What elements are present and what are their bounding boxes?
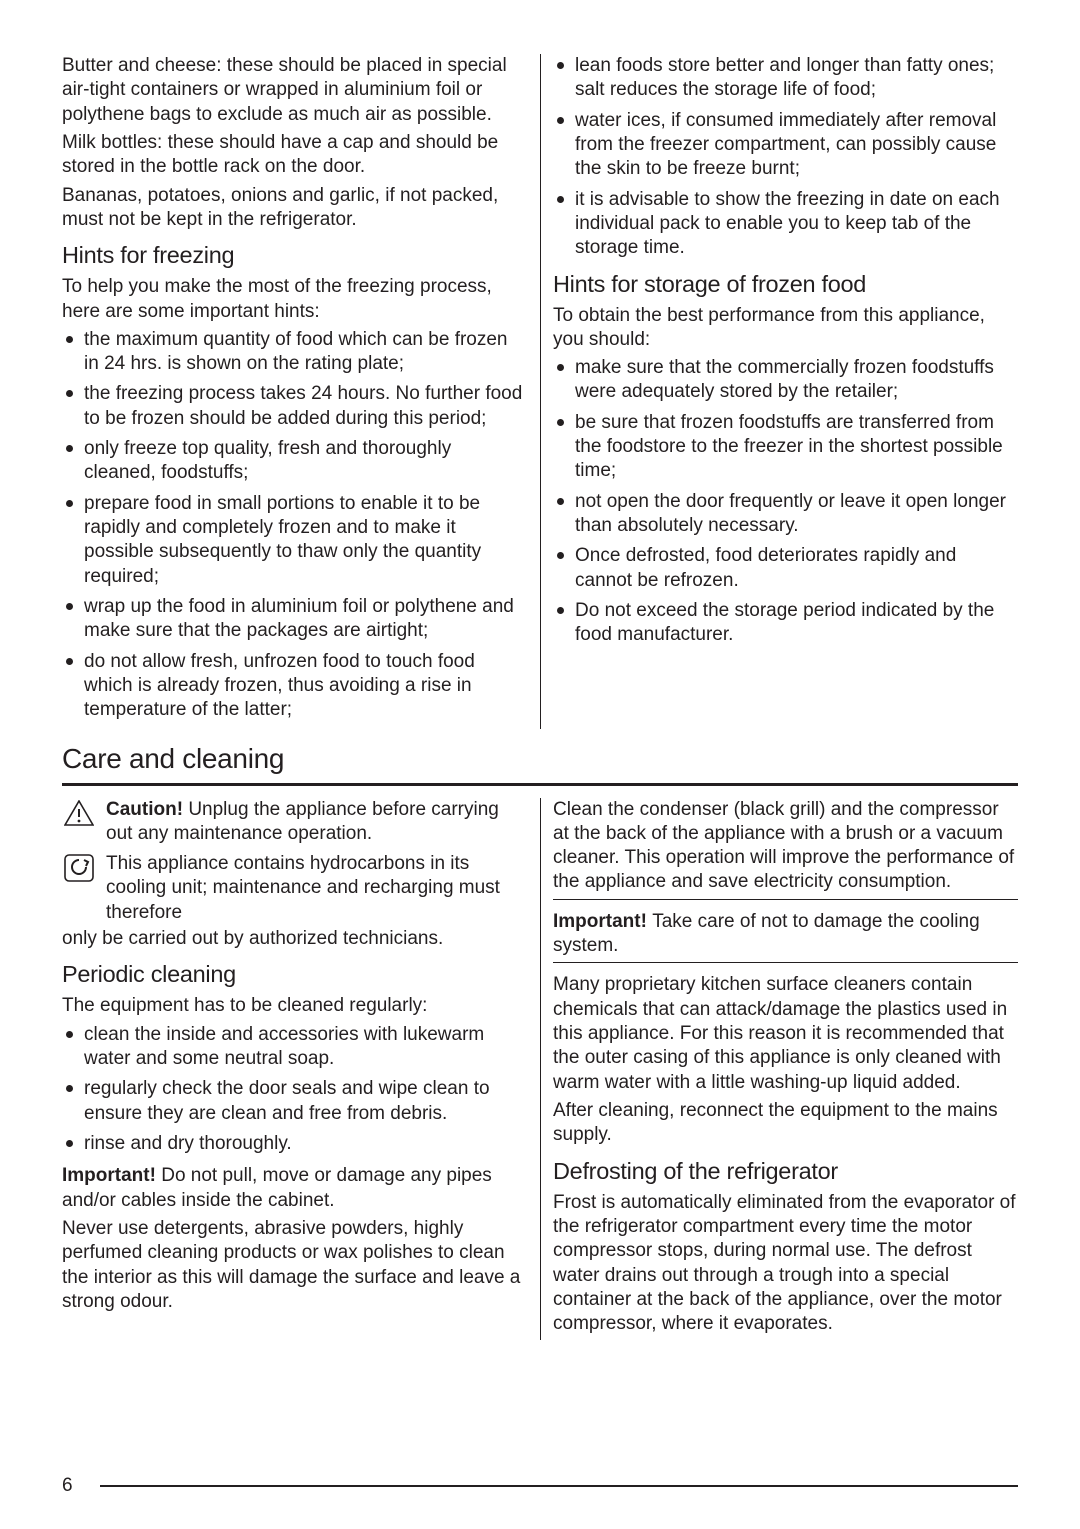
butter-para: Butter and cheese: these should be place… — [62, 54, 527, 127]
freezing-bullet: water ices, if consumed immediately afte… — [553, 109, 1018, 182]
env-cont: only be carried out by authorized techni… — [62, 927, 527, 951]
caution-icon — [62, 798, 96, 826]
care-right-col: Clean the condenser (black grill) and th… — [553, 798, 1018, 1337]
section-rule — [62, 783, 1018, 786]
top-columns: Butter and cheese: these should be place… — [62, 54, 1018, 729]
storage-bullet: be sure that frozen foodstuffs are trans… — [553, 411, 1018, 484]
reconnect-para: After cleaning, reconnect the equipment … — [553, 1099, 1018, 1148]
footer-rule — [100, 1485, 1018, 1487]
periodic-bullets: clean the inside and accessories with lu… — [62, 1023, 527, 1157]
freezing-bullet: do not allow fresh, unfrozen food to tou… — [62, 650, 527, 723]
freezing-bullet: it is advisable to show the freezing in … — [553, 188, 1018, 261]
detergents-warning: Never use detergents, abrasive powders, … — [62, 1217, 527, 1314]
condenser-para: Clean the condenser (black grill) and th… — [553, 798, 1018, 895]
periodic-intro: The equipment has to be cleaned regularl… — [62, 994, 527, 1018]
caution-row: Caution! Unplug the appliance before car… — [62, 798, 527, 847]
storage-bullets: make sure that the commercially frozen f… — [553, 356, 1018, 647]
env-text: This appliance contains hydrocarbons in … — [106, 852, 527, 925]
freezing-bullet: wrap up the food in aluminium foil or po… — [62, 595, 527, 644]
bananas-para: Bananas, potatoes, onions and garlic, if… — [62, 184, 527, 233]
freezing-bullet: the freezing process takes 24 hours. No … — [62, 382, 527, 431]
caution-lead: Caution! — [106, 799, 188, 820]
periodic-bullet: rinse and dry thoroughly. — [62, 1132, 527, 1156]
important-lead-2: Important! — [553, 911, 652, 932]
storage-bullet: Do not exceed the storage period indicat… — [553, 599, 1018, 648]
defrosting-para: Frost is automatically eliminated from t… — [553, 1191, 1018, 1337]
storage-bullet: Once defrosted, food deteriorates rapidl… — [553, 544, 1018, 593]
care-cleaning-heading: Care and cleaning — [62, 743, 1018, 775]
recycle-icon — [62, 852, 96, 882]
periodic-bullet: regularly check the door seals and wipe … — [62, 1077, 527, 1126]
hints-freezing-heading: Hints for freezing — [62, 242, 527, 269]
freezing-bullets-cont: lean foods store better and longer than … — [553, 54, 1018, 261]
important-pipes: Important! Do not pull, move or damage a… — [62, 1164, 527, 1213]
milk-para: Milk bottles: these should have a cap an… — [62, 131, 527, 180]
inline-rule-2 — [553, 962, 1018, 963]
cleaners-warning: Many proprietary kitchen surface cleaner… — [553, 973, 1018, 1095]
important-lead: Important! — [62, 1165, 161, 1186]
care-columns: Caution! Unplug the appliance before car… — [62, 798, 1018, 1341]
top-left-col: Butter and cheese: these should be place… — [62, 54, 527, 723]
top-right-col: lean foods store better and longer than … — [553, 54, 1018, 648]
hints-storage-heading: Hints for storage of frozen food — [553, 271, 1018, 298]
page-number: 6 — [62, 1475, 73, 1497]
freezing-bullets: the maximum quantity of food which can b… — [62, 328, 527, 723]
freezing-bullet: lean foods store better and longer than … — [553, 54, 1018, 103]
freezing-bullet: only freeze top quality, fresh and thoro… — [62, 437, 527, 486]
freezing-intro: To help you make the most of the freezin… — [62, 275, 527, 324]
env-row: This appliance contains hydrocarbons in … — [62, 852, 527, 925]
important-cooling: Important! Take care of not to damage th… — [553, 910, 1018, 959]
defrosting-heading: Defrosting of the refrigerator — [553, 1158, 1018, 1185]
storage-bullet: not open the door frequently or leave it… — [553, 490, 1018, 539]
storage-bullet: make sure that the commercially frozen f… — [553, 356, 1018, 405]
freezing-bullet: prepare food in small portions to enable… — [62, 492, 527, 589]
caution-text: Caution! Unplug the appliance before car… — [106, 798, 527, 847]
inline-rule — [553, 899, 1018, 900]
care-left-col: Caution! Unplug the appliance before car… — [62, 798, 527, 1315]
periodic-cleaning-heading: Periodic cleaning — [62, 961, 527, 988]
storage-intro: To obtain the best performance from this… — [553, 304, 1018, 353]
periodic-bullet: clean the inside and accessories with lu… — [62, 1023, 527, 1072]
freezing-bullet: the maximum quantity of food which can b… — [62, 328, 527, 377]
